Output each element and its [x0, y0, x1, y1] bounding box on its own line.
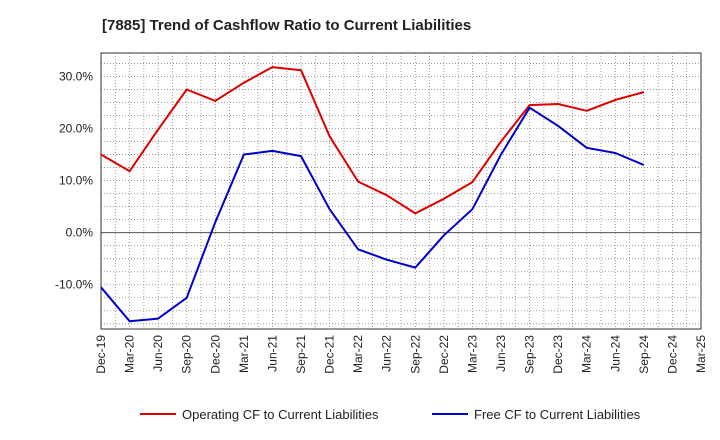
x-tick-label: Mar-22 — [351, 335, 365, 373]
x-tick-label: Sep-22 — [408, 335, 422, 374]
x-tick-label: Jun-22 — [380, 335, 394, 372]
x-tick-label: Dec-20 — [208, 335, 222, 374]
horizontal-gridlines — [101, 63, 701, 325]
y-tick-label: 10.0% — [59, 174, 93, 188]
series-line-0 — [100, 66, 645, 215]
x-tick-label: Mar-24 — [580, 335, 594, 373]
y-tick-label: 30.0% — [59, 69, 93, 83]
x-tick-label: Mar-21 — [237, 335, 251, 373]
series-lines — [100, 66, 645, 323]
x-tick-label: Jun-23 — [494, 335, 508, 372]
x-tick-label: Jun-20 — [151, 335, 165, 372]
x-tick-label: Dec-23 — [551, 335, 565, 374]
vertical-gridlines — [114, 53, 688, 329]
legend: Operating CF to Current Liabilities Free… — [140, 407, 641, 422]
x-tick-label: Mar-20 — [123, 335, 137, 373]
y-axis-tick-labels: 30.0% 20.0% 10.0% 0.0% -10.0% — [55, 69, 93, 291]
x-tick-label: Sep-24 — [637, 335, 651, 374]
y-tick-label: 20.0% — [59, 122, 93, 136]
x-tick-label: Dec-24 — [665, 335, 679, 374]
x-tick-label: Jun-21 — [265, 335, 279, 372]
x-tick-label: Dec-22 — [437, 335, 451, 374]
plot-border — [100, 52, 702, 330]
x-tick-label: Sep-21 — [294, 335, 308, 374]
y-tick-label: 0.0% — [66, 226, 94, 240]
x-tick-label: Mar-23 — [465, 335, 479, 373]
series-line-1 — [100, 106, 645, 323]
x-tick-label: Sep-20 — [180, 335, 194, 374]
y-tick-label: -10.0% — [55, 278, 93, 292]
legend-label-operating-cf: Operating CF to Current Liabilities — [182, 407, 379, 422]
x-tick-label: Dec-21 — [323, 335, 337, 374]
x-tick-label: Dec-19 — [94, 335, 108, 374]
x-tick-label: Jun-24 — [608, 335, 622, 372]
x-tick-label: Mar-25 — [694, 335, 708, 373]
legend-label-free-cf: Free CF to Current Liabilities — [474, 407, 641, 422]
chart-title: [7885] Trend of Cashflow Ratio to Curren… — [102, 17, 471, 34]
x-axis-tick-labels: Dec-19 Mar-20 Jun-20 Sep-20 Dec-20 Mar-21 Jun-… — [94, 335, 708, 374]
x-tick-label: Sep-23 — [523, 335, 537, 374]
